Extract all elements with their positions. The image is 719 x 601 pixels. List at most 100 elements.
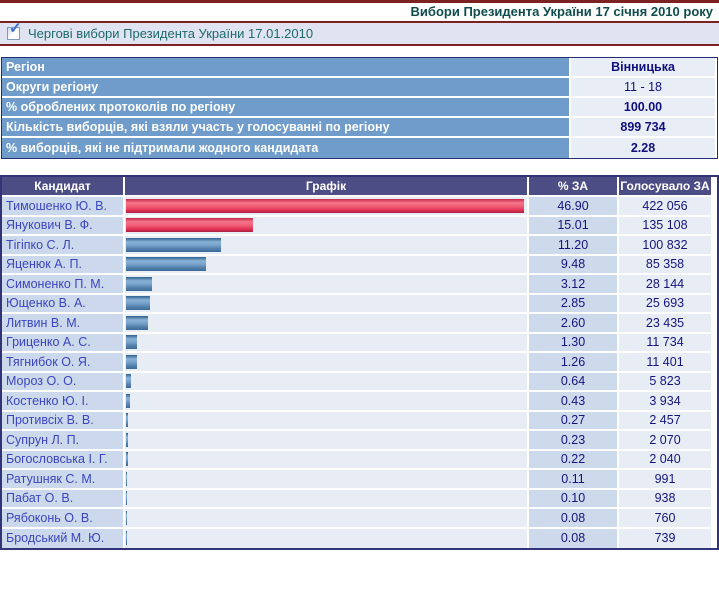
candidate-percent-cell: 0.23 bbox=[529, 431, 619, 449]
candidate-row: Бродський М. Ю. 0.08 739 bbox=[2, 528, 717, 548]
candidate-votes-cell: 2 457 bbox=[619, 411, 711, 429]
candidate-percent: 11.20 bbox=[557, 237, 589, 252]
candidate-chart-cell bbox=[125, 411, 529, 429]
candidate-name-cell: Пабат О. В. bbox=[2, 489, 125, 507]
candidate-percent: 0.23 bbox=[560, 432, 586, 447]
candidate-chart-cell bbox=[125, 431, 529, 449]
candidate-percent: 1.26 bbox=[560, 354, 586, 369]
candidate-row: Тимошенко Ю. В. 46.90 422 056 bbox=[2, 197, 717, 217]
candidate-name-cell: Ющенко В. А. bbox=[2, 294, 125, 312]
candidate-votes: 11 401 bbox=[646, 354, 684, 369]
region-row-value: Вінницька bbox=[571, 58, 715, 76]
region-row-label-text: Регіон bbox=[6, 60, 45, 74]
candidate-percent-cell: 3.12 bbox=[529, 275, 619, 293]
header-votes: Голосувало ЗА bbox=[619, 177, 711, 195]
header-chart: Графік bbox=[125, 177, 529, 195]
candidate-percent: 46.90 bbox=[557, 198, 589, 213]
candidate-row: Ратушняк С. М. 0.11 991 bbox=[2, 470, 717, 490]
top-divider bbox=[0, 0, 719, 3]
candidate-votes-cell: 5 823 bbox=[619, 372, 711, 390]
candidate-row: Ющенко В. А. 2.85 25 693 bbox=[2, 294, 717, 314]
candidate-row: Мороз О. О. 0.64 5 823 bbox=[2, 372, 717, 392]
candidate-percent-cell: 1.30 bbox=[529, 333, 619, 351]
divider bbox=[0, 44, 719, 46]
candidate-name: Симоненко П. М. bbox=[6, 276, 105, 291]
region-row-label: Округи регіону bbox=[2, 78, 571, 96]
vote-share-bar bbox=[126, 198, 524, 213]
candidate-row: Супрун Л. П. 0.23 2 070 bbox=[2, 431, 717, 451]
region-row-label-text: Округи регіону bbox=[6, 80, 99, 94]
candidate-votes: 85 358 bbox=[645, 257, 685, 272]
candidate-votes-cell: 760 bbox=[619, 509, 711, 527]
candidate-votes: 938 bbox=[654, 491, 676, 506]
candidate-percent-cell: 0.08 bbox=[529, 528, 619, 548]
candidate-name: Литвин В. М. bbox=[6, 315, 81, 330]
candidate-percent: 0.08 bbox=[560, 510, 586, 525]
candidate-chart-cell bbox=[125, 216, 529, 234]
candidate-votes: 28 144 bbox=[645, 276, 685, 291]
candidate-percent: 0.43 bbox=[560, 393, 586, 408]
region-row-value-text: 11 - 18 bbox=[624, 80, 662, 94]
candidate-votes-cell: 938 bbox=[619, 489, 711, 507]
candidate-votes-cell: 25 693 bbox=[619, 294, 711, 312]
divider bbox=[0, 21, 719, 23]
vote-share-bar bbox=[126, 374, 131, 389]
region-row-value: 11 - 18 bbox=[571, 78, 715, 96]
candidate-name-cell: Бродський М. Ю. bbox=[2, 528, 125, 548]
vote-share-bar bbox=[126, 531, 127, 546]
vote-share-bar bbox=[126, 510, 127, 525]
candidate-percent: 9.48 bbox=[560, 257, 586, 272]
candidates-table: Кандидат Графік % ЗА Голосувало ЗА Тимош… bbox=[0, 175, 719, 550]
candidate-name: Ющенко В. А. bbox=[6, 296, 86, 311]
candidate-votes: 3 934 bbox=[649, 393, 681, 408]
candidate-name: Тимошенко Ю. В. bbox=[6, 198, 107, 213]
candidate-name-cell: Богословська І. Г. bbox=[2, 450, 125, 468]
candidate-percent: 0.10 bbox=[560, 491, 586, 506]
candidate-name: Богословська І. Г. bbox=[6, 452, 108, 467]
candidate-votes-cell: 11 734 bbox=[619, 333, 711, 351]
candidate-row: Симоненко П. М. 3.12 28 144 bbox=[2, 275, 717, 295]
vote-share-bar bbox=[126, 315, 148, 330]
election-checkbox-label[interactable]: Чергові вибори Президента України 17.01.… bbox=[28, 26, 314, 41]
candidate-votes: 2 457 bbox=[649, 413, 681, 428]
region-row-value-text: 2.28 bbox=[630, 141, 656, 155]
candidate-votes: 991 bbox=[654, 471, 676, 486]
candidate-row: Костенко Ю. І. 0.43 3 934 bbox=[2, 392, 717, 412]
candidate-name-cell: Тимошенко Ю. В. bbox=[2, 197, 125, 215]
region-table-row: % виборців, які не підтримали жодного ка… bbox=[2, 138, 717, 158]
candidates-table-body: Тимошенко Ю. В. 46.90 422 056 Янукович В. Ф… bbox=[2, 197, 717, 548]
candidate-row: Пабат О. В. 0.10 938 bbox=[2, 489, 717, 509]
candidate-chart-cell bbox=[125, 528, 529, 548]
candidate-percent-cell: 9.48 bbox=[529, 255, 619, 273]
candidate-percent-cell: 11.20 bbox=[529, 236, 619, 254]
region-table-row: Регіон Вінницька bbox=[2, 58, 717, 78]
candidate-votes: 100 832 bbox=[642, 237, 688, 252]
candidate-percent-cell: 0.64 bbox=[529, 372, 619, 390]
header-percent: % ЗА bbox=[529, 177, 619, 195]
candidate-chart-cell bbox=[125, 333, 529, 351]
vote-share-bar bbox=[126, 296, 150, 311]
candidate-name-cell: Симоненко П. М. bbox=[2, 275, 125, 293]
candidate-votes-cell: 422 056 bbox=[619, 197, 711, 215]
candidate-row: Яценюк А. П. 9.48 85 358 bbox=[2, 255, 717, 275]
vote-share-bar bbox=[126, 237, 221, 252]
vote-share-bar bbox=[126, 354, 137, 369]
candidate-row: Рябоконь О. В. 0.08 760 bbox=[2, 509, 717, 529]
candidate-name-cell: Противсіх В. В. bbox=[2, 411, 125, 429]
candidate-percent-cell: 2.60 bbox=[529, 314, 619, 332]
candidate-name: Тягнибок О. Я. bbox=[6, 354, 91, 369]
candidate-votes: 11 734 bbox=[646, 335, 684, 350]
candidate-votes: 2 040 bbox=[649, 452, 681, 467]
candidate-name: Ратушняк С. М. bbox=[6, 471, 96, 486]
page-title: Вибори Президента України 17 січня 2010 … bbox=[410, 4, 713, 19]
region-row-label: Регіон bbox=[2, 58, 571, 76]
candidate-percent-cell: 0.10 bbox=[529, 489, 619, 507]
candidate-name: Рябоконь О. В. bbox=[6, 510, 93, 525]
election-checkbox[interactable]: ✓ bbox=[7, 21, 22, 40]
candidate-name-cell: Тігіпко С. Л. bbox=[2, 236, 125, 254]
vote-share-bar bbox=[126, 276, 152, 291]
candidate-percent: 1.30 bbox=[560, 335, 586, 350]
candidate-votes: 135 108 bbox=[642, 218, 688, 233]
candidate-name-cell: Костенко Ю. І. bbox=[2, 392, 125, 410]
checkmark-icon: ✓ bbox=[9, 20, 22, 37]
